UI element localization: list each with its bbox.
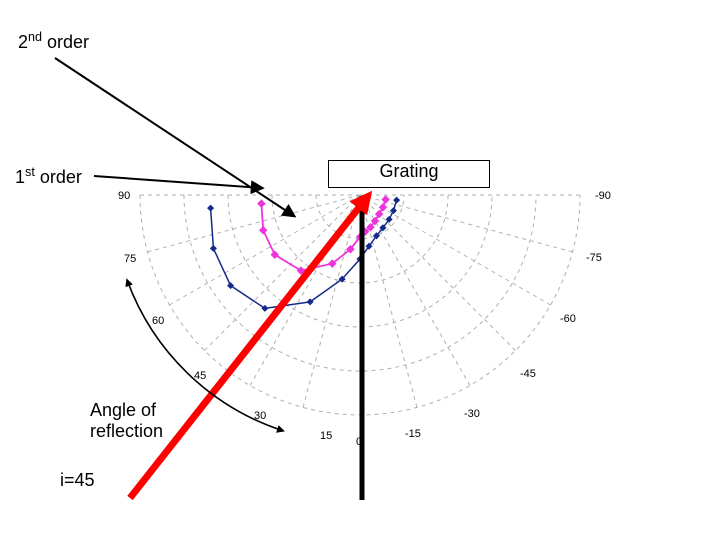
grating-label-box: Grating <box>328 160 490 188</box>
angle-tick-label: -90 <box>595 190 611 202</box>
angle-tick-label: 45 <box>194 370 206 382</box>
polar-series <box>208 196 400 311</box>
label-2nd-order: 2nd order <box>18 30 89 53</box>
angle-tick-label: -30 <box>464 408 480 420</box>
label-1st-order: 1st order <box>15 165 82 188</box>
angle-tick-label: 75 <box>124 253 136 265</box>
angle-tick-label: -60 <box>560 313 576 325</box>
label-i45: i=45 <box>60 470 95 491</box>
angle-tick-label: 90 <box>118 190 130 202</box>
label-angle-of-reflection: Angle of reflection <box>90 400 163 441</box>
angle-tick-label: 60 <box>152 315 164 327</box>
angle-tick-label: 0 <box>356 436 362 448</box>
angle-tick-label: -75 <box>586 252 602 264</box>
angle-tick-label: 15 <box>320 430 332 442</box>
grating-label-text: Grating <box>379 161 438 181</box>
polar-grid <box>140 195 580 415</box>
angle-tick-label: -15 <box>405 428 421 440</box>
diagram-svg <box>0 0 720 540</box>
angle-tick-label: -45 <box>520 368 536 380</box>
angle-tick-label: 30 <box>254 410 266 422</box>
